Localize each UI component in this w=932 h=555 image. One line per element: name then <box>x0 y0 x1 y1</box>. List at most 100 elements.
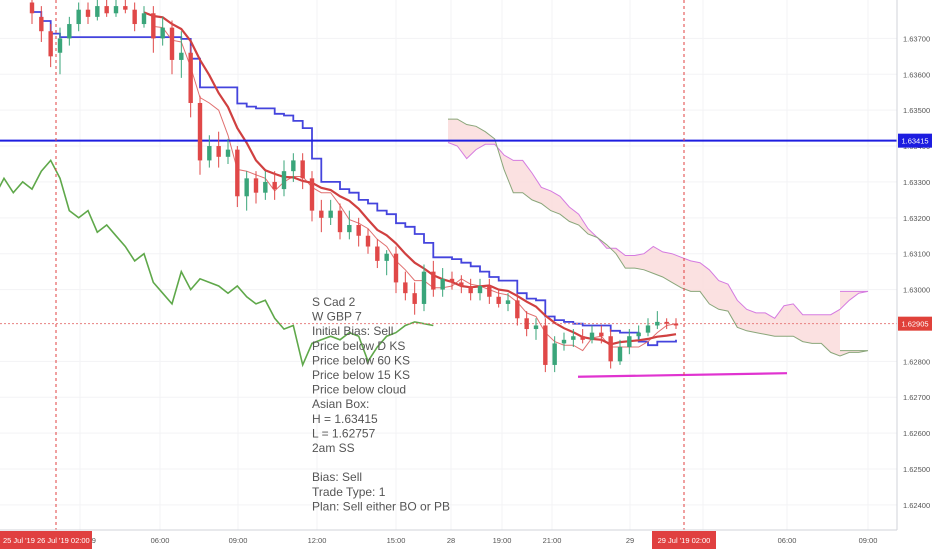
candle <box>244 171 249 211</box>
price-tick-label-8: 1.62800 <box>903 357 930 366</box>
candle <box>309 171 315 222</box>
price-tick-label-2: 1.63500 <box>903 106 930 115</box>
price-tick-label-9: 1.62700 <box>903 393 930 402</box>
candles <box>29 0 679 373</box>
candle <box>29 0 35 25</box>
candle <box>412 282 417 315</box>
time-tick-label-11: 09:00 <box>859 536 878 545</box>
candle <box>123 0 128 14</box>
candle <box>356 217 361 247</box>
candle <box>421 264 427 312</box>
annotation-line-14: Plan: Sell either BO or PB <box>312 499 450 513</box>
candle <box>477 278 483 301</box>
candle <box>533 318 539 340</box>
chikou-span-line <box>0 158 434 368</box>
price-tick-label-4: 1.63300 <box>903 178 930 187</box>
time-highlight-left-label: 25 Jul '19 26 Jul '19 02:00 <box>3 536 90 545</box>
candle <box>617 339 623 365</box>
candle <box>552 336 557 373</box>
price-tick-label-1: 1.63600 <box>903 70 930 79</box>
candle <box>57 27 63 75</box>
candle <box>207 135 212 168</box>
candle <box>169 20 175 75</box>
time-highlight-left <box>0 531 92 549</box>
candle <box>104 0 109 17</box>
annotation-line-7: Asian Box: <box>312 397 369 411</box>
time-tick-label-1: 06:00 <box>151 536 170 545</box>
candle <box>319 199 324 233</box>
candle <box>636 325 641 340</box>
annotation-line-10: 2am SS <box>312 441 355 455</box>
candle <box>431 260 436 297</box>
price-tick-label-5: 1.63200 <box>903 214 930 223</box>
candle <box>384 250 389 276</box>
candle <box>39 6 44 42</box>
time-tick-label-2: 09:00 <box>229 536 248 545</box>
candle <box>403 271 408 301</box>
price-tick-label-11: 1.62500 <box>903 465 930 474</box>
candle <box>580 329 585 344</box>
candle <box>347 210 352 240</box>
time-tick-label-6: 19:00 <box>493 536 512 545</box>
price-tick-label-6: 1.63100 <box>903 250 930 259</box>
candle <box>291 153 296 182</box>
candle <box>468 278 473 301</box>
candle <box>113 0 119 17</box>
candle <box>151 6 156 53</box>
time-tick-label-4: 15:00 <box>387 536 406 545</box>
annotation-line-4: Price below 60 KS <box>312 353 410 367</box>
time-tick-label-3: 12:00 <box>308 536 327 545</box>
price-axis <box>897 0 932 530</box>
candle <box>263 171 268 200</box>
annotation-line-13: Trade Type: 1 <box>312 485 386 499</box>
candle <box>393 246 399 294</box>
ichimoku-cloud <box>448 119 868 356</box>
candle <box>281 160 287 197</box>
candle <box>608 329 613 369</box>
time-tick-label-7: 21:00 <box>543 536 562 545</box>
plot-area <box>0 0 897 530</box>
annotation-line-12: Bias: Sell <box>312 470 362 484</box>
price-label-0: 1.63415 <box>901 137 928 146</box>
candle <box>141 6 147 28</box>
annotation-line-3: Price below D KS <box>312 339 405 353</box>
annotation-line-8: H = 1.63415 <box>312 412 378 426</box>
price-tick-label-7: 1.63000 <box>903 286 930 295</box>
candle <box>673 318 679 330</box>
candle <box>197 95 203 175</box>
price-tick-label-10: 1.62600 <box>903 429 930 438</box>
annotation-line-0: S Cad 2 <box>312 295 356 309</box>
candle <box>216 131 221 168</box>
annotation-line-9: L = 1.62757 <box>312 426 376 440</box>
price-label-1: 1.62905 <box>901 320 928 329</box>
candle <box>487 278 492 304</box>
candle <box>365 228 371 254</box>
candle <box>132 2 137 32</box>
candle <box>655 311 660 330</box>
price-label-box-0 <box>898 133 932 148</box>
time-highlight-right-label: 29 Jul '19 02:00 <box>658 536 711 545</box>
candle <box>645 318 651 337</box>
candle <box>524 311 529 337</box>
candle <box>337 203 343 240</box>
annotation-line-6: Price below cloud <box>312 383 406 397</box>
candle <box>67 16 72 46</box>
time-tick-label-5: 28 <box>447 536 455 545</box>
annotation-line-2: Initial Bias: Sell <box>312 324 393 338</box>
price-labels: 1.63415 1.62905 <box>898 133 932 331</box>
candle <box>328 199 333 225</box>
candle <box>440 268 445 297</box>
candle <box>85 2 91 25</box>
candle <box>496 289 501 308</box>
price-tick-label-12: 1.62400 <box>903 501 930 510</box>
candle <box>449 271 455 290</box>
senkou-span-a-line <box>447 142 869 319</box>
candle <box>459 275 464 294</box>
time-tick-label-10: 06:00 <box>778 536 797 545</box>
candle <box>95 0 100 21</box>
time-tick-label-8: 29 <box>626 536 634 545</box>
candle <box>571 329 576 347</box>
